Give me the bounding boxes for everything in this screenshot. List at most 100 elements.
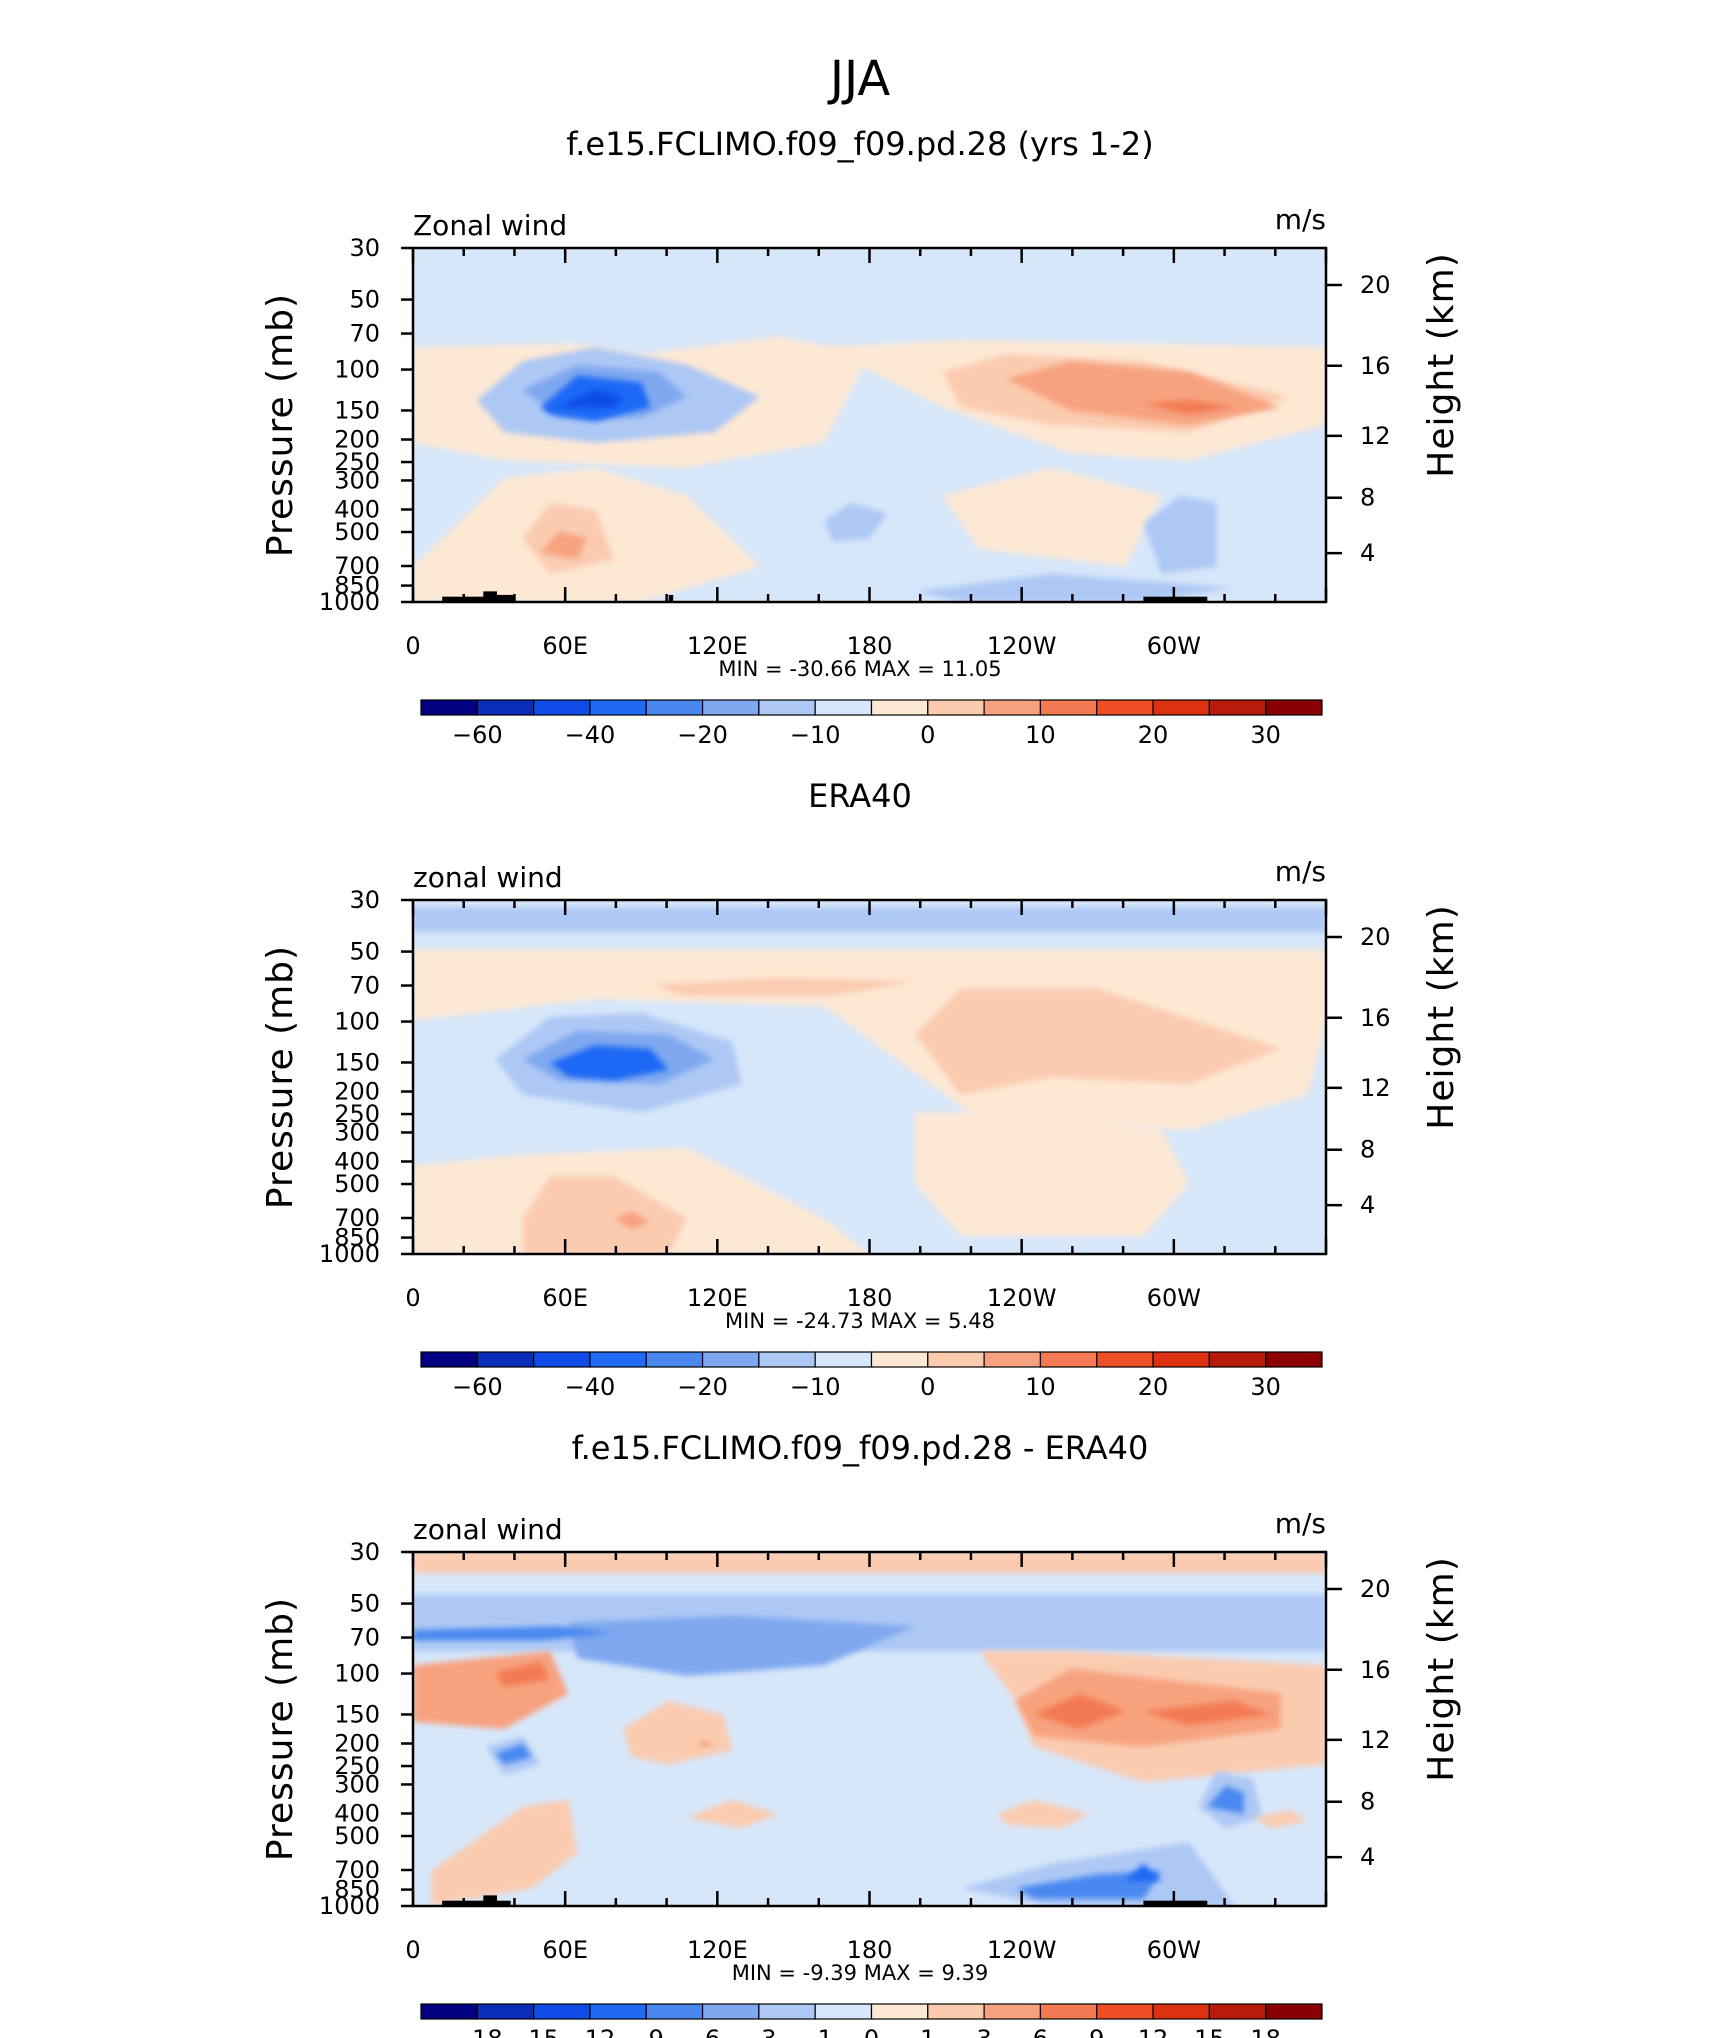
y-tick-label: 1000	[319, 1892, 380, 1920]
x-tick-label: 0	[405, 1936, 420, 1964]
contour-region	[823, 502, 888, 542]
colorbar-swatch	[1265, 2003, 1323, 2020]
min-max-label: MIN = -24.73 MAX = 5.48	[725, 1309, 995, 1333]
y-tick-label: 200	[334, 1078, 380, 1106]
colorbar-swatch	[701, 2003, 760, 2020]
colorbar-swatch	[1208, 1351, 1267, 1368]
contour-region	[696, 1739, 715, 1747]
colorbar-swatch	[1265, 1351, 1323, 1368]
contour-region	[1015, 1870, 1162, 1899]
y-tick-label: 300	[334, 1118, 380, 1146]
y-right-axis-label: Height (km)	[1421, 904, 1462, 1129]
y-tick-label: 400	[334, 1799, 380, 1827]
y-tick-label: 200	[334, 1730, 380, 1758]
y-tick-label: 500	[334, 1822, 380, 1850]
contour-region	[1143, 400, 1235, 415]
height-tick-label: 8	[1360, 484, 1375, 512]
colorbar-swatch	[701, 699, 760, 716]
colorbar-label: 15	[1194, 2025, 1225, 2038]
x-tick-label: 60E	[542, 1284, 588, 1312]
contour-region	[1033, 1693, 1126, 1729]
y-tick-label: 250	[334, 1100, 380, 1128]
colorbar-label: −15	[508, 2025, 559, 2038]
x-tick-label: 60E	[542, 1936, 588, 1964]
height-tick-label: 4	[1360, 539, 1375, 567]
y-tick-label: 50	[349, 1590, 380, 1618]
contour-region	[650, 977, 916, 996]
y-axis-label: Pressure (mb)	[260, 945, 301, 1209]
colorbar-label: 20	[1138, 721, 1169, 749]
colorbar-label: −9	[629, 2025, 664, 2038]
height-tick-label: 16	[1360, 352, 1391, 380]
colorbar-swatch	[814, 699, 873, 716]
colorbar-label: −10	[790, 721, 841, 749]
contour-region	[613, 1211, 651, 1230]
colorbar-swatch	[1208, 699, 1267, 716]
y-tick-label: 30	[349, 234, 380, 262]
y-tick-label: 100	[334, 1660, 380, 1688]
colorbar: −60 −40 −20 −10 0 10 20 30	[420, 1351, 1323, 1401]
colorbar-swatch	[589, 2003, 647, 2020]
y-tick-label: 30	[349, 886, 380, 914]
contour-region	[915, 988, 1281, 1095]
x-tick-label: 60E	[542, 632, 588, 660]
y-tick-label: 100	[334, 356, 380, 384]
contour-region	[1143, 495, 1217, 574]
y-tick-label: 100	[334, 1008, 380, 1036]
colorbar-swatch	[420, 1351, 478, 1368]
units-label: m/s	[1275, 203, 1326, 236]
height-tick-label: 12	[1360, 1726, 1391, 1754]
panel-title: ERA40	[808, 777, 912, 815]
height-tick-label: 16	[1360, 1656, 1391, 1684]
y-tick-label: 850	[334, 1224, 380, 1252]
colorbar-swatch	[1265, 699, 1323, 716]
colorbar-label: 18	[1250, 2025, 1281, 2038]
topography-mask	[1143, 596, 1208, 602]
colorbar-label: 0	[920, 1373, 935, 1401]
colorbar: −60 −40 −20 −10 0 10 20 30	[420, 699, 1323, 749]
contour-region	[522, 1176, 687, 1254]
colorbar-swatch	[927, 1351, 985, 1368]
colorbar-swatch	[870, 1351, 929, 1368]
colorbar-swatch	[533, 2003, 591, 2020]
colorbar-label: −6	[685, 2025, 720, 2038]
contour-region	[559, 389, 623, 408]
colorbar-swatch	[1039, 1351, 1098, 1368]
contour-field	[413, 1552, 1326, 1906]
colorbar-label: 30	[1250, 721, 1281, 749]
panel-2: ERA40 zonal wind m/s 0 60E 120E 180 120W 60W MIN …	[260, 777, 1462, 1401]
topography-mask	[668, 594, 674, 602]
colorbar-label: 3	[976, 2025, 991, 2038]
colorbar-label: −18	[452, 2025, 503, 2038]
x-tick-label: 60W	[1147, 1284, 1201, 1312]
x-tick-label: 120E	[687, 1284, 748, 1312]
y-axis-label: Pressure (mb)	[260, 1597, 301, 1861]
x-tick-label: 120W	[987, 1284, 1057, 1312]
colorbar-label: −20	[677, 1373, 728, 1401]
colorbar-label: 10	[1025, 1373, 1056, 1401]
contour-field	[413, 900, 1326, 1254]
topography-mask	[483, 1895, 497, 1906]
colorbar-label: 1	[920, 2025, 935, 2038]
panel-1: f.e15.FCLIMO.f09_f09.pd.28 (yrs 1-2) Zona…	[260, 125, 1462, 749]
colorbar-swatch	[589, 699, 647, 716]
colorbar-swatch	[1096, 1351, 1154, 1368]
height-tick-label: 4	[1360, 1191, 1375, 1219]
colorbar-swatch	[420, 699, 478, 716]
colorbar-swatch	[476, 2003, 535, 2020]
colorbar-label: −40	[565, 1373, 616, 1401]
colorbar-swatch	[927, 699, 985, 716]
y-tick-label: 500	[334, 1170, 380, 1198]
colorbar-swatch	[758, 1351, 816, 1368]
y-tick-label: 30	[349, 1538, 380, 1566]
contour-region	[997, 1799, 1089, 1829]
min-max-label: MIN = -9.39 MAX = 9.39	[732, 1961, 989, 1985]
colorbar-label: −60	[452, 721, 503, 749]
units-label: m/s	[1275, 855, 1326, 888]
contour-region	[915, 1112, 1189, 1237]
y-tick-label: 500	[334, 518, 380, 546]
contour-region	[550, 1045, 669, 1081]
colorbar-swatch	[983, 2003, 1042, 2020]
y-tick-label: 400	[334, 1147, 380, 1175]
